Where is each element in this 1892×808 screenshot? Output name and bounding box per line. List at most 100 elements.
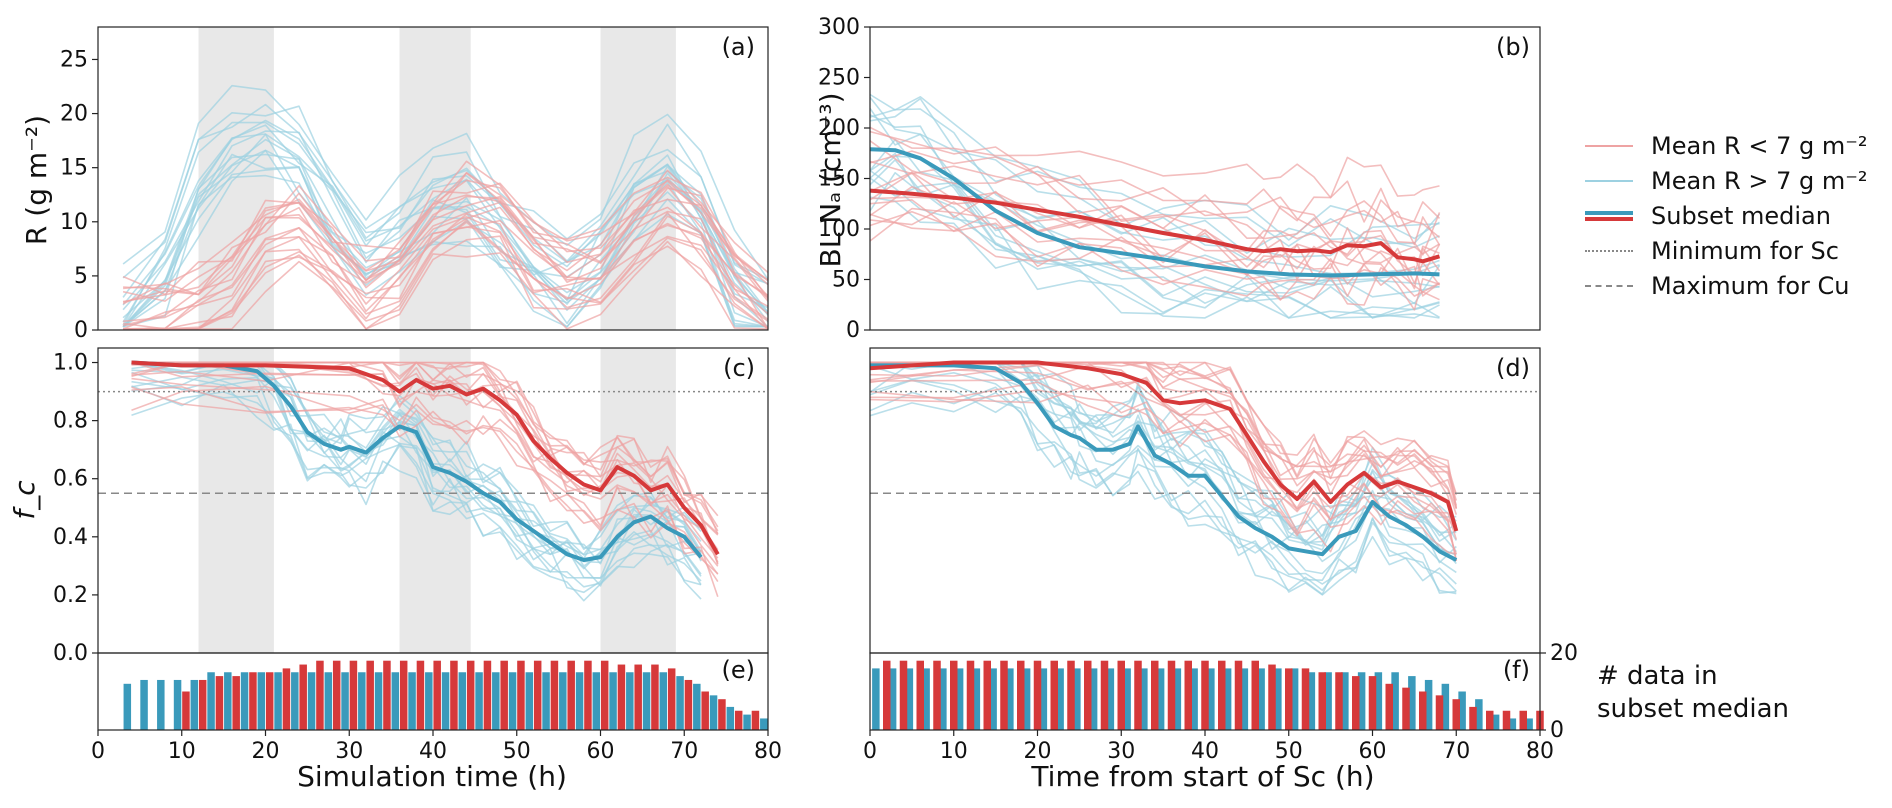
count-bar-red <box>466 660 475 730</box>
x-tick-label: 40 <box>1191 739 1219 764</box>
count-bar-red <box>1519 710 1527 730</box>
x-tick-label: 20 <box>252 739 280 764</box>
count-bar-red <box>1218 660 1226 730</box>
count-bar-blue <box>989 668 997 730</box>
member-line <box>122 84 769 280</box>
member-line <box>869 186 1441 290</box>
x-tick-label: 0 <box>91 739 105 764</box>
count-bar-blue <box>1190 668 1198 730</box>
member-line <box>123 240 769 330</box>
y-tick-label: 25 <box>60 47 88 72</box>
panel-frame <box>97 652 769 731</box>
member-line <box>870 361 1457 544</box>
x-tick-label: 50 <box>1275 739 1303 764</box>
count-bar-blue <box>872 668 880 730</box>
count-bar-blue <box>1441 683 1450 730</box>
member-line <box>122 165 769 328</box>
legend-swatch-dotted <box>1585 249 1633 252</box>
panel-b-aerosol-chart: 0 50 100 150 200 250 300 <box>818 15 1541 343</box>
member-line <box>123 179 769 296</box>
x-tick-label: 60 <box>1359 739 1387 764</box>
member-line <box>131 385 719 575</box>
count-bar-blue <box>475 672 483 730</box>
count-bar-blue <box>1525 718 1533 730</box>
count-bar-blue <box>1207 668 1215 730</box>
count-bar-red <box>1385 683 1393 730</box>
legend-swatch-thin-red <box>1585 144 1633 147</box>
count-bar-red <box>1352 676 1360 730</box>
panel-e-tag: (e) <box>722 656 756 684</box>
legend-item-dashed: Maximum for Cu <box>1585 268 1885 303</box>
panel-d-tag: (d) <box>1496 354 1530 382</box>
legend-label: Minimum for Sc <box>1651 236 1839 265</box>
x-tick-label: 30 <box>335 739 363 764</box>
y-tick-label: 5 <box>74 264 88 289</box>
legend-swatch-median <box>1585 210 1633 221</box>
count-bar-red <box>332 660 341 730</box>
count-bar-red <box>299 664 307 730</box>
count-bar-blue <box>525 672 534 730</box>
count-bar-red <box>701 691 709 730</box>
count-bar-red <box>1486 710 1494 730</box>
count-bar-blue <box>508 672 517 730</box>
member-line <box>869 199 1440 297</box>
panel-d-cloud-fraction-chart <box>869 347 1541 654</box>
count-bar-red <box>349 660 358 730</box>
member-line <box>123 160 769 300</box>
count-bar-red <box>751 710 760 730</box>
count-bar-blue <box>240 672 249 730</box>
count-bar-blue <box>224 672 232 730</box>
member-line <box>131 391 702 602</box>
count-bar-blue <box>626 672 634 730</box>
member-line <box>131 383 702 600</box>
legend-item-dotted: Minimum for Sc <box>1585 233 1885 268</box>
median-line-red <box>869 360 1459 532</box>
member-line <box>131 361 719 565</box>
count-bar-red <box>1452 699 1460 730</box>
count-bar-blue <box>575 672 584 730</box>
member-line <box>131 361 702 556</box>
count-bar-blue <box>1508 718 1517 730</box>
x-tick-label: 80 <box>754 739 782 764</box>
count-bar-red <box>366 660 374 730</box>
count-bar-blue <box>1408 676 1416 730</box>
count-bar-red <box>916 660 924 730</box>
panel-frame <box>97 26 769 331</box>
legend-label: Subset median <box>1651 201 1831 230</box>
count-bar-red <box>634 664 642 730</box>
count-bar-blue <box>1223 668 1232 730</box>
count-bar-red <box>734 710 743 730</box>
count-bar-red <box>1435 695 1444 730</box>
count-bar-blue <box>391 672 400 730</box>
count-bar-red <box>1134 660 1142 730</box>
member-line <box>131 361 719 536</box>
median-line-red <box>131 360 720 556</box>
count-bar-red <box>1117 660 1125 730</box>
member-line <box>131 365 702 587</box>
median-line-blue <box>869 147 1440 278</box>
count-bar-red <box>1285 668 1293 730</box>
member-line <box>869 384 1458 562</box>
data-count-label: # data in subset median <box>1597 660 1789 726</box>
member-line <box>869 140 1441 246</box>
count-bar-red <box>1167 660 1176 730</box>
count-bar-red <box>550 660 559 730</box>
count-bar-blue <box>1073 668 1081 730</box>
count-bar-blue <box>888 668 897 730</box>
count-bar-red <box>584 660 592 730</box>
count-bar-blue <box>257 672 266 730</box>
count-bar-blue <box>374 672 383 730</box>
x-tick-label: 30 <box>1107 739 1135 764</box>
legend-swatch-dashed <box>1585 284 1633 287</box>
legend-item-thin-blue: Mean R > 7 g m⁻² <box>1585 163 1885 198</box>
count-bar-blue <box>609 672 617 730</box>
panel-c-tag: (c) <box>723 354 755 382</box>
count-bar-blue <box>140 679 148 730</box>
legend-label: Mean R < 7 g m⁻² <box>1651 131 1868 160</box>
count-bar-red <box>1100 660 1109 730</box>
count-bar-blue <box>1391 672 1399 730</box>
panel-b-ylabel: BL Nₐ (cm⁻³) <box>814 92 847 267</box>
y-tick-label: 0.4 <box>53 525 88 550</box>
member-line <box>869 389 1458 555</box>
member-line <box>870 361 1458 510</box>
